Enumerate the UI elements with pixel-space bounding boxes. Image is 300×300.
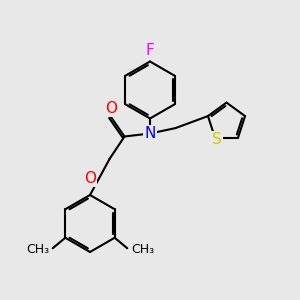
Text: CH₃: CH₃	[26, 243, 49, 256]
Text: O: O	[84, 171, 96, 186]
Text: F: F	[146, 44, 154, 59]
Text: O: O	[105, 101, 117, 116]
Text: N: N	[144, 126, 156, 141]
Text: S: S	[212, 132, 221, 147]
Text: CH₃: CH₃	[131, 243, 154, 256]
